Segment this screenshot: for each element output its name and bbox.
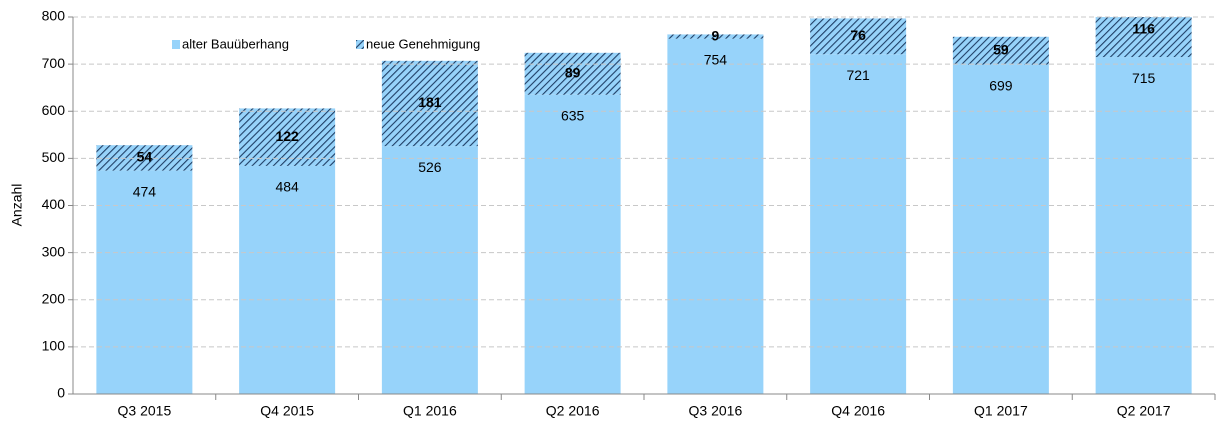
data-label: 59: [993, 41, 1009, 57]
x-tick-label: Q1 2016: [403, 403, 457, 419]
x-tick-label: Q4 2016: [831, 403, 885, 419]
bar-segment: [96, 145, 193, 171]
data-label: 754: [704, 51, 728, 67]
bar-segment: [1095, 17, 1192, 58]
data-label: 474: [133, 183, 157, 199]
bar-segment: [524, 52, 621, 95]
bar-segment: [810, 18, 907, 55]
data-label: 715: [1132, 70, 1156, 86]
legend-label: alter Bauüberhang: [182, 36, 289, 51]
x-tick-label: Q3 2015: [118, 403, 172, 419]
data-label: 122: [275, 128, 299, 144]
legend-swatch: [172, 40, 180, 49]
data-label: 116: [1132, 20, 1155, 36]
data-label: 484: [275, 179, 299, 195]
plot-area: [96, 17, 1192, 394]
legend-label: neue Genehmigung: [366, 36, 480, 51]
data-label: 89: [565, 64, 581, 80]
data-label: 76: [850, 27, 866, 43]
bar-segment: [381, 146, 478, 394]
data-label: 54: [137, 149, 153, 165]
data-label: 635: [561, 107, 585, 123]
y-tick-label: 200: [42, 290, 66, 306]
y-tick-label: 400: [42, 196, 66, 212]
y-tick-label: 800: [42, 8, 66, 24]
y-tick-label: 100: [42, 338, 66, 354]
bar-segment: [810, 54, 907, 394]
y-tick-label: 300: [42, 243, 66, 259]
bar-segment: [1095, 57, 1192, 394]
bar-segment: [96, 170, 193, 394]
data-label: 721: [846, 67, 870, 83]
x-tick-label: Q2 2016: [546, 403, 600, 419]
bar-segment: [952, 36, 1049, 65]
x-tick-label: Q2 2017: [1117, 403, 1171, 419]
y-tick-label: 600: [42, 102, 66, 118]
x-tick-label: Q1 2017: [974, 403, 1028, 419]
y-axis-label: Anzahl: [9, 184, 25, 227]
x-tick-label: Q3 2016: [689, 403, 743, 419]
bar-segment: [952, 64, 1049, 394]
bar-segment: [667, 34, 764, 39]
data-label: 181: [418, 94, 442, 110]
data-label: 699: [989, 77, 1013, 93]
bar-segment: [239, 108, 336, 166]
bar-segment: [239, 165, 336, 394]
bar-segment: [381, 60, 478, 147]
bar-segment: [667, 38, 764, 394]
y-tick-label: 500: [42, 149, 66, 165]
y-tick-label: 700: [42, 55, 66, 71]
y-tick-label: 0: [57, 385, 65, 401]
data-label: 9: [711, 27, 719, 43]
bar-segment: [524, 94, 621, 394]
legend-swatch: [356, 40, 364, 49]
data-label: 526: [418, 159, 442, 175]
x-tick-label: Q4 2015: [260, 403, 314, 419]
